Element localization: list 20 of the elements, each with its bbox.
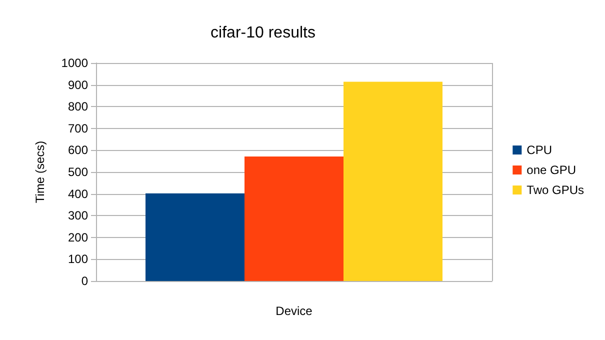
x-axis-title: Device: [276, 304, 313, 318]
y-tick-label: 300: [68, 208, 88, 223]
y-tick-label: 1000: [61, 56, 88, 70]
legend-label: CPU: [526, 143, 552, 157]
y-tick-label: 400: [68, 186, 88, 201]
y-tick-label: 700: [68, 121, 88, 136]
y-tick-label: 900: [68, 78, 88, 92]
y-tick-label: 100: [68, 252, 88, 266]
y-tick-label: 800: [68, 100, 88, 114]
legend-label: Two GPUs: [526, 183, 584, 197]
y-axis-title: Time (secs): [33, 140, 47, 204]
chart-title: cifar-10 results: [210, 24, 316, 42]
bar: [146, 193, 244, 281]
y-tick-label: 500: [68, 165, 88, 179]
bar: [244, 156, 344, 281]
legend-label: one GPU: [526, 163, 576, 177]
y-tick-label: 0: [81, 274, 88, 288]
y-tick-label: 600: [68, 143, 88, 158]
y-tick-label: 200: [68, 230, 88, 244]
bar: [344, 82, 442, 281]
